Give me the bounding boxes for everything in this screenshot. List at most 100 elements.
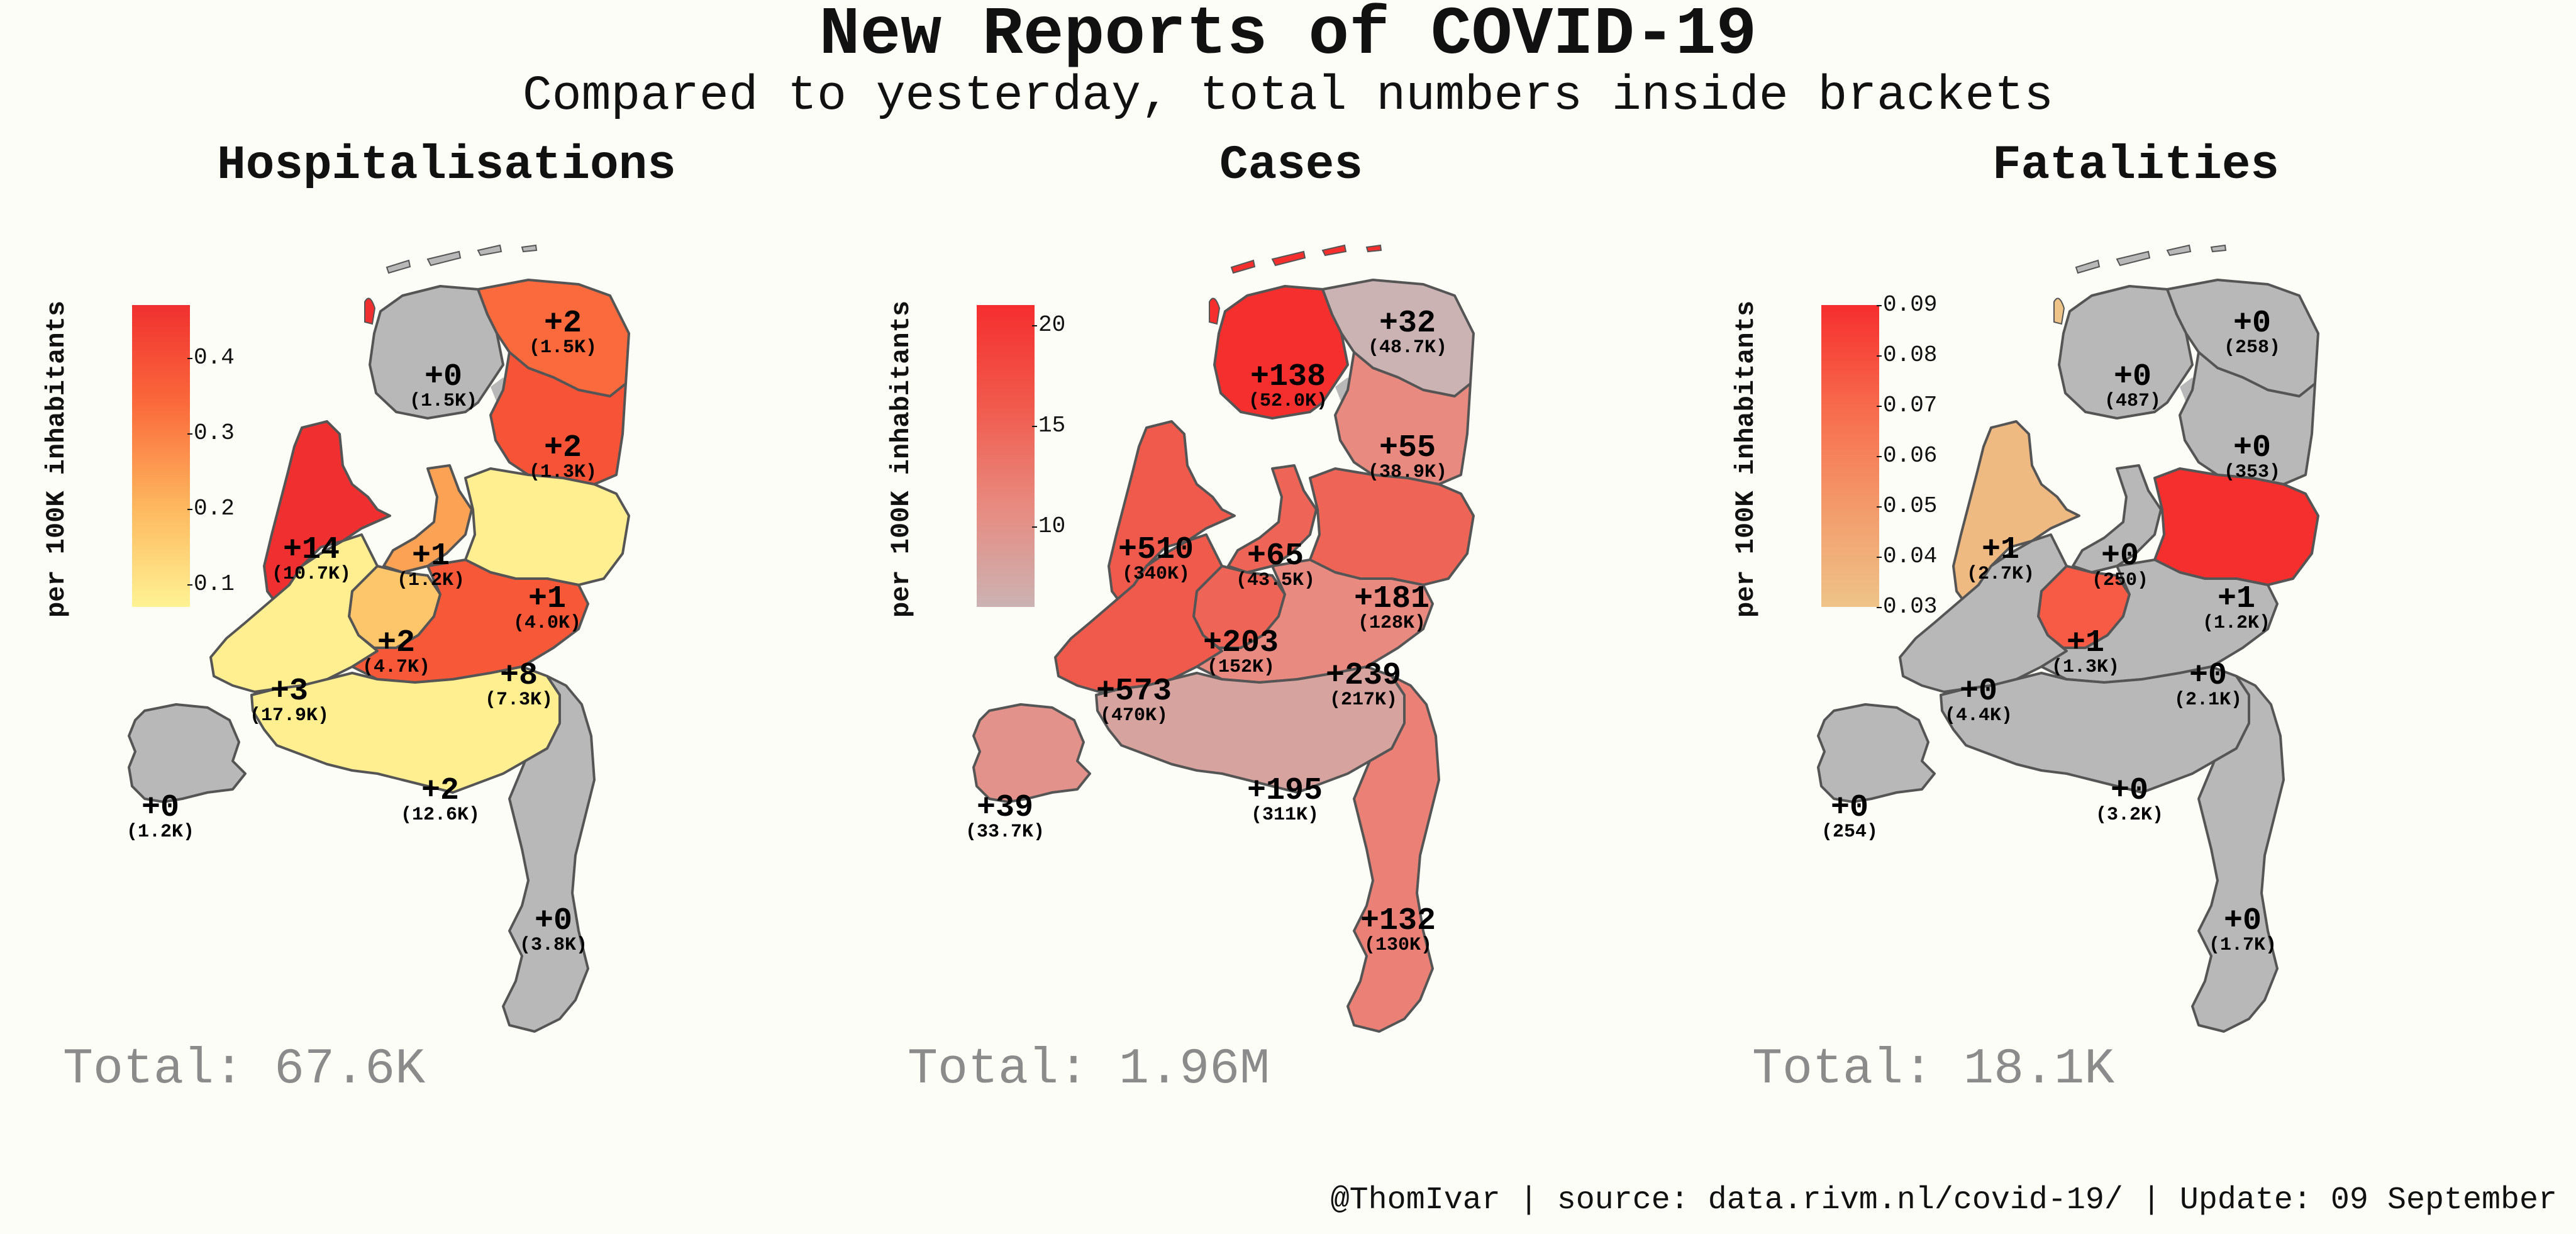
region-total: (4.4K)	[1944, 705, 2013, 726]
province-noord-holland	[1108, 420, 1236, 605]
region-total: (48.7K)	[1367, 337, 1448, 359]
region-delta: +239	[1325, 658, 1402, 694]
wadden-island	[2116, 250, 2151, 267]
region-total: (4.7K)	[362, 657, 431, 678]
legend-tick: 0.05	[1876, 493, 1938, 519]
region-total: (258)	[2223, 337, 2281, 359]
region-total: (254)	[1821, 821, 1879, 843]
region-total: (17.9K)	[249, 705, 330, 726]
province-zeeland	[128, 703, 247, 803]
legend-tick: 0.1	[187, 571, 235, 597]
legend-tick: 0.2	[187, 496, 235, 521]
region-label-utrecht: +1 (1.3K)	[2051, 628, 2120, 678]
wadden-island	[2210, 244, 2227, 253]
legend-tick: 0.03	[1876, 594, 1938, 620]
province-noord-holland	[1952, 420, 2080, 605]
province-limburg	[502, 675, 596, 1033]
region-label-zuid-holland: +0 (4.4K)	[1944, 674, 2013, 726]
subtitle: Compared to yesterday, total numbers ins…	[523, 69, 2053, 124]
main-title: New Reports of COVID-19	[819, 0, 1757, 74]
region-label-utrecht: +2 (4.7K)	[362, 628, 431, 678]
legend-tick: 0.08	[1876, 342, 1938, 368]
province-map	[128, 244, 630, 1033]
legend-tick: 0.3	[187, 420, 235, 446]
region-delta: +181	[1353, 581, 1430, 617]
region-label-friesland: +138 (52.0K)	[1248, 362, 1328, 412]
province-flevoland	[2072, 464, 2162, 574]
province-overijssel	[464, 467, 630, 586]
region-delta: +203	[1202, 625, 1279, 661]
region-total: (1.3K)	[2051, 657, 2120, 678]
wadden-island	[2075, 259, 2101, 274]
wadden-island	[477, 244, 502, 257]
region-total: (1.7K)	[2208, 935, 2277, 956]
region-delta: +510	[1118, 532, 1194, 568]
region-label-overijssel: +181 (128K)	[1353, 581, 1430, 633]
wadden-island	[426, 250, 462, 267]
province-limburg	[2191, 675, 2285, 1033]
region-total: (353)	[2223, 462, 2281, 483]
region-label-groningen: +0 (258)	[2223, 308, 2281, 359]
legend-colorbar	[977, 305, 1035, 607]
region-total: (1.5K)	[528, 337, 597, 359]
province-overijssel	[2153, 467, 2319, 586]
region-delta: +0	[534, 903, 572, 939]
region-total: (33.7K)	[965, 821, 1045, 843]
province-friesland	[1213, 285, 1349, 420]
region-total: (311K)	[1250, 804, 1319, 826]
region-delta: +1	[528, 581, 566, 617]
region-delta: +0	[424, 359, 462, 395]
region-delta: +1	[1981, 532, 2019, 568]
legend-label: per 100K inhabitants	[886, 300, 916, 618]
region-delta: +32	[1379, 306, 1436, 342]
region-total: (38.9K)	[1367, 462, 1448, 483]
legend-colorbar	[132, 305, 190, 607]
region-delta: +14	[282, 532, 340, 568]
wadden-island	[1321, 244, 1347, 257]
region-label-noord-holland: +1 (2.7K)	[1967, 532, 2035, 584]
legend-tick: 0.07	[1876, 392, 1938, 418]
region-label-gelderland: +0 (2.1K)	[2174, 660, 2243, 711]
region-delta: +0	[2110, 773, 2148, 809]
province-zeeland	[972, 703, 1091, 803]
region-delta: +2	[543, 306, 582, 342]
region-total: (470K)	[1099, 705, 1169, 726]
region-label-overijssel: +1 (4.0K)	[513, 581, 581, 633]
region-label-flevoland: +65 (43.5K)	[1236, 541, 1315, 591]
region-total: (52.0K)	[1248, 391, 1328, 412]
legend-colorbar	[1821, 305, 1879, 607]
region-label-friesland: +0 (487)	[2104, 362, 2161, 411]
province-drenthe	[2179, 351, 2316, 486]
region-total: (3.8K)	[519, 935, 588, 956]
province-drenthe	[1334, 351, 1472, 486]
province-noord-holland	[263, 420, 391, 605]
region-total: (130K)	[1363, 935, 1433, 956]
panel-total: Total: 67.6K	[63, 1041, 426, 1098]
region-total: (217K)	[1329, 689, 1398, 711]
region-label-zuid-holland: +573 (470K)	[1096, 676, 1172, 726]
region-delta: +1	[2217, 581, 2255, 617]
region-label-flevoland: +0 (250)	[2092, 541, 2148, 591]
region-label-drenthe: +55 (38.9K)	[1367, 433, 1448, 483]
province-flevoland	[382, 464, 473, 574]
region-label-gelderland: +239 (217K)	[1325, 658, 1402, 711]
region-total: (3.2K)	[2095, 804, 2164, 826]
region-label-limburg: +0 (3.8K)	[519, 903, 588, 956]
panel-fatalities: Fatalities per 100K inhabitants 0.09 0.08 0.…	[1714, 126, 2557, 1157]
legend-tick: 20	[1031, 312, 1066, 338]
region-delta: +0	[1959, 674, 1997, 709]
region-label-utrecht: +203 (152K)	[1202, 625, 1279, 677]
province-flevoland	[1227, 464, 1318, 574]
province-zeeland	[1817, 703, 1936, 803]
region-label-zeeland: +0 (1.2K)	[126, 792, 195, 843]
wadden-island	[364, 297, 376, 325]
region-label-noord-brabant: +0 (3.2K)	[2095, 773, 2164, 826]
region-label-drenthe: +0 (353)	[2223, 433, 2281, 483]
wadden-island	[2166, 244, 2192, 257]
province-zuid-holland	[1899, 533, 2068, 693]
region-total: (2.1K)	[2174, 689, 2243, 711]
region-label-drenthe: +2 (1.3K)	[529, 433, 597, 482]
wadden-island	[1209, 297, 1221, 325]
region-total: (1.2K)	[126, 821, 195, 843]
province-map	[972, 244, 1475, 1033]
